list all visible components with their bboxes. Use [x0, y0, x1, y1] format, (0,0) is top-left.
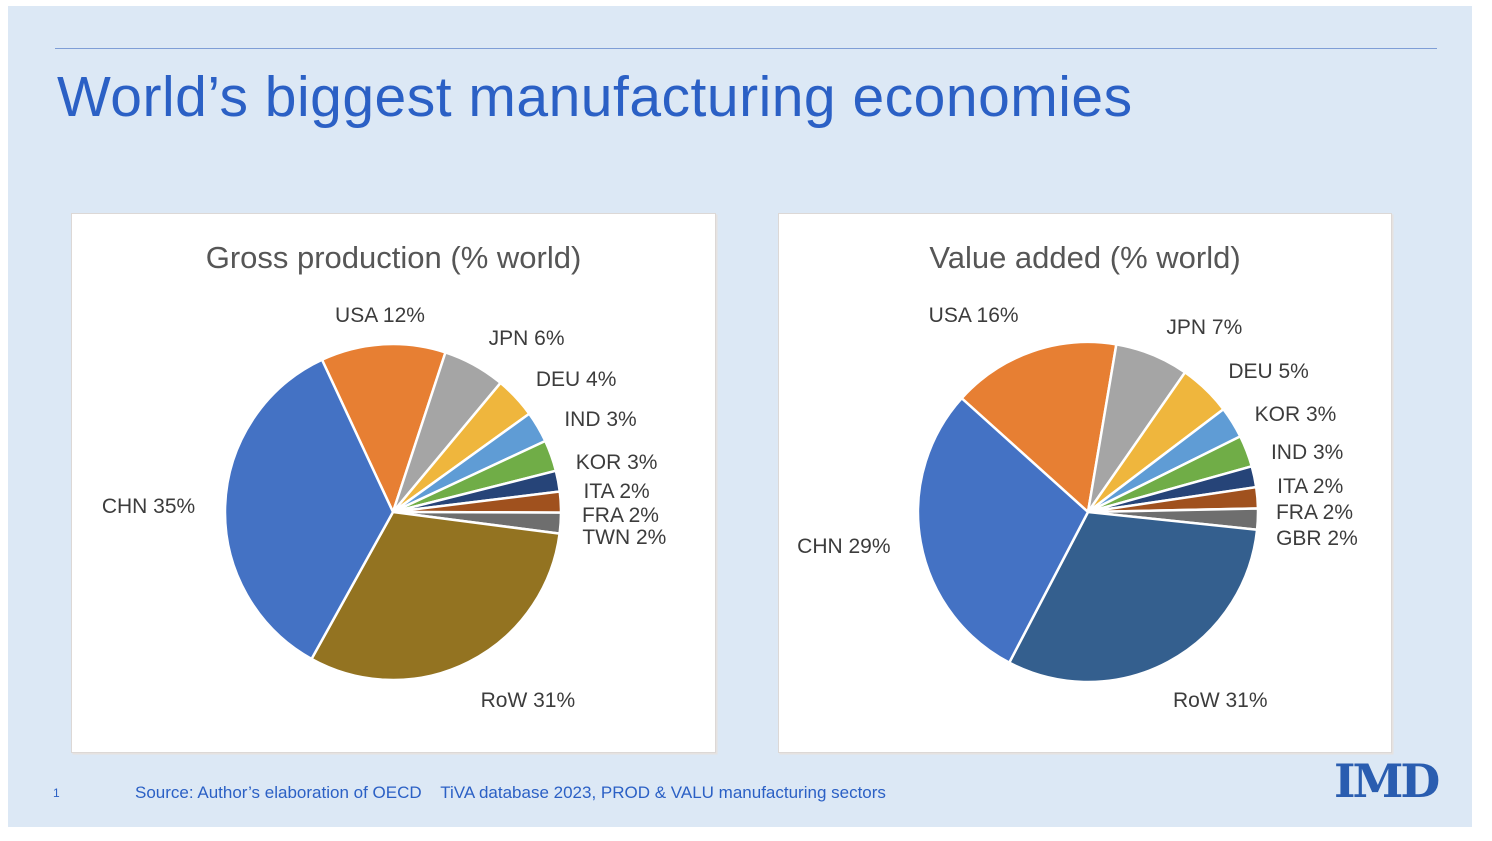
value-added-chart-panel: Value added (% world) USA 16% JPN 7% DEU 5… — [778, 213, 1392, 753]
page-number: 1 — [53, 786, 60, 800]
slice-label-jpn: JPN 7% — [1166, 315, 1243, 339]
slide: World’s biggest manufacturing economies … — [8, 6, 1472, 827]
slice-label-usa: USA 12% — [335, 304, 425, 328]
pie-chart-1 — [916, 340, 1260, 684]
slice-label-deu: DEU 5% — [1228, 359, 1309, 383]
slice-label-fra: FRA 2% — [581, 503, 659, 527]
slice-label-gbr: GBR 2% — [1276, 526, 1358, 550]
gross-production-pie-area: USA 12% JPN 6% DEU 4% IND 3% KOR 3% ITA 2% FRA… — [72, 214, 715, 752]
source-note: Source: Author’s elaboration of OECD TiV… — [135, 783, 886, 802]
slide-title: World’s biggest manufacturing economies — [57, 65, 1133, 129]
gross-production-chart-panel: Gross production (% world) USA 12% JPN 6%… — [71, 213, 716, 753]
pie-slice-chn — [916, 396, 1090, 665]
slice-label-row: RoW 31% — [480, 689, 576, 713]
slice-label-ita: ITA 2% — [1277, 474, 1344, 498]
slice-label-kor: KOR 3% — [1254, 403, 1337, 427]
slice-label-chn: CHN 29% — [797, 535, 891, 559]
value-added-chart-title: Value added (% world) — [929, 240, 1241, 275]
pie-chart-0 — [223, 342, 563, 682]
slice-label-kor: KOR 3% — [575, 451, 658, 475]
slice-label-ita: ITA 2% — [583, 480, 650, 504]
slice-label-row: RoW 31% — [1172, 689, 1268, 713]
pie-slice-usa — [959, 340, 1118, 515]
slice-label-usa: USA 16% — [928, 304, 1019, 328]
slice-label-chn: CHN 35% — [101, 494, 196, 518]
slice-label-fra: FRA 2% — [1275, 501, 1354, 525]
pie-slice-row — [309, 510, 561, 682]
slice-label-twn: TWN 2% — [582, 525, 667, 549]
imd-logo: IMD — [1334, 754, 1440, 808]
slice-label-deu: DEU 4% — [535, 368, 617, 392]
pie-slice-row — [1007, 510, 1259, 684]
slice-label-ind: IND 3% — [1270, 440, 1344, 464]
gross-production-chart-title: Gross production (% world) — [205, 240, 582, 275]
value-added-pie-area: USA 16% JPN 7% DEU 5% KOR 3% IND 3% ITA 2% FRA… — [779, 214, 1391, 752]
slice-label-jpn: JPN 6% — [488, 327, 565, 351]
slice-label-ind: IND 3% — [564, 408, 637, 432]
pie-slice-usa — [320, 342, 447, 516]
title-divider-line — [55, 48, 1437, 49]
pie-slice-chn — [223, 358, 395, 661]
